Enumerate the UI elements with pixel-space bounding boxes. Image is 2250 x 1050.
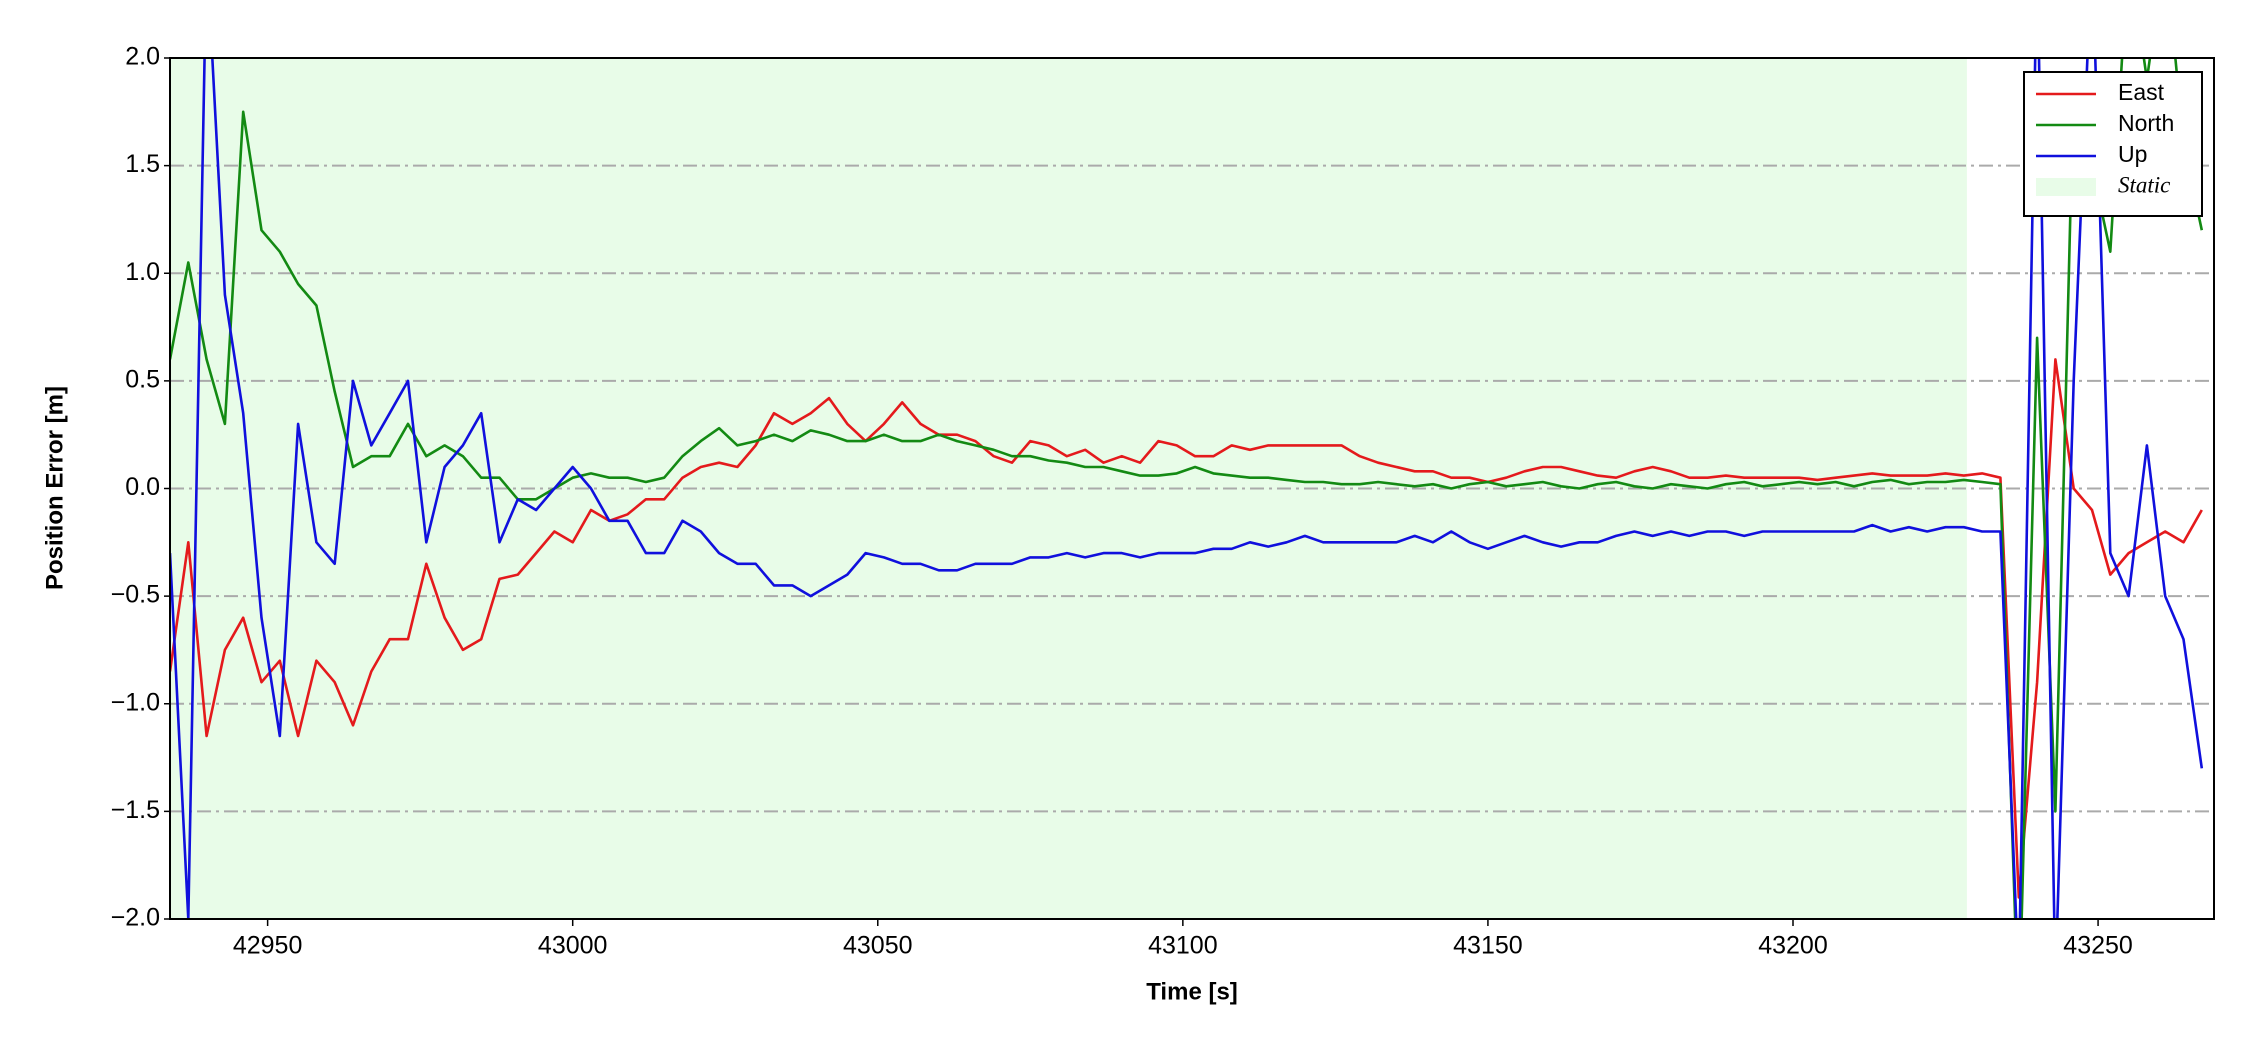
legend-swatch — [2036, 178, 2096, 196]
y-axis-label: Position Error [m] — [41, 386, 68, 590]
legend-label: Static — [2118, 172, 2170, 197]
x-tick-label: 43150 — [1453, 932, 1523, 960]
y-tick-label: 2.0 — [125, 43, 160, 71]
plot-frame — [169, 57, 2215, 920]
legend-label: North — [2118, 110, 2174, 136]
y-tick-label: −2.0 — [111, 904, 160, 932]
y-tick-label: −1.5 — [111, 796, 160, 824]
legend-label: East — [2118, 79, 2165, 105]
x-tick-label: 43250 — [2063, 932, 2133, 960]
y-tick-label: −0.5 — [111, 581, 160, 609]
y-tick-label: 0.0 — [125, 473, 160, 501]
x-axis-label: Time [s] — [1146, 978, 1238, 1005]
x-tick-label: 42950 — [233, 932, 303, 960]
series-line — [170, 58, 2204, 919]
y-tick-label: 1.5 — [125, 150, 160, 178]
legend-label: Up — [2118, 141, 2147, 167]
x-tick-label: 43000 — [538, 932, 608, 960]
x-tick-label: 43100 — [1148, 932, 1218, 960]
x-tick-label: 43200 — [1758, 932, 1828, 960]
series-line — [170, 358, 2203, 899]
series-line — [170, 58, 2204, 919]
y-tick-label: 1.0 — [125, 258, 160, 286]
y-tick-label: 0.5 — [125, 365, 160, 393]
x-tick-label: 43050 — [843, 932, 913, 960]
y-tick-label: −1.0 — [111, 688, 160, 716]
